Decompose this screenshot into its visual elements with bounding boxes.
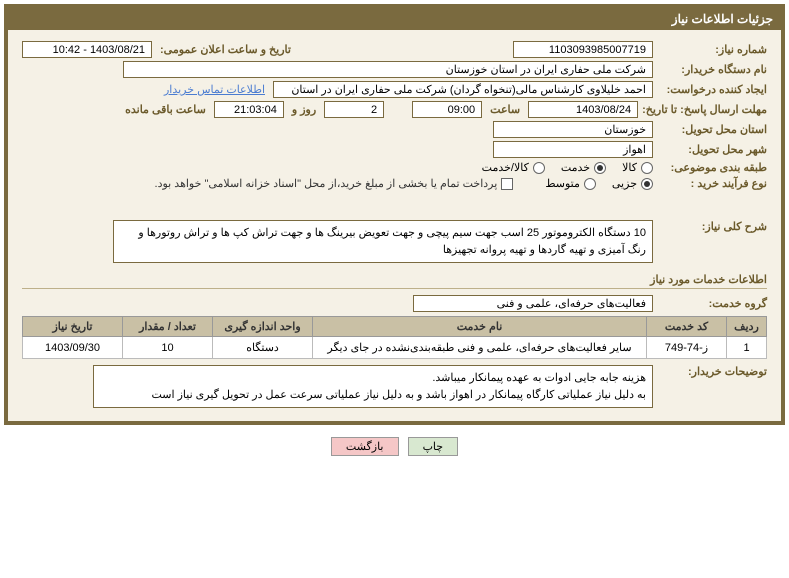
service-group-label: گروه خدمت: [657,297,767,310]
buyer-notes-text: هزینه جابه جایی ادوات به عهده پیمانکار م… [93,365,653,408]
treasury-checkbox[interactable] [501,178,513,190]
subject-class-radios: کالا خدمت کالا/خدمت [482,161,653,174]
treasury-note: پرداخت تمام یا بخشی از مبلغ خرید،از محل … [155,177,498,190]
purchase-type-label: نوع فرآیند خرید : [657,177,767,190]
contact-buyer-link[interactable]: اطلاعات تماس خریدار [164,83,265,96]
radio-goods[interactable]: کالا [622,161,653,174]
requester-value: احمد خلیلاوی کارشناس مالی(تنخواه گردان) … [273,81,653,98]
main-panel: جزئیات اطلاعات نیاز شماره نیاز: 11030939… [4,4,785,425]
purchase-type-radios: جزیی متوسط [545,177,653,190]
deadline-time-label: ساعت [486,103,524,116]
subject-class-label: طبقه بندی موضوعی: [657,161,767,174]
cell-qty: 10 [123,337,213,359]
th-row: ردیف [727,317,767,337]
buyer-org-value: شرکت ملی حفاری ایران در استان خوزستان [123,61,653,78]
general-desc-label: شرح کلی نیاز: [657,220,767,233]
th-code: کد خدمت [647,317,727,337]
panel-content: شماره نیاز: 1103093985007719 تاریخ و ساع… [8,30,781,421]
need-number-label: شماره نیاز: [657,43,767,56]
table-header-row: ردیف کد خدمت نام خدمت واحد اندازه گیری ت… [23,317,767,337]
radio-minor[interactable]: جزیی [612,177,653,190]
service-group-value: فعالیت‌های حرفه‌ای، علمی و فنی [413,295,653,312]
th-name: نام خدمت [313,317,647,337]
deadline-label: مهلت ارسال پاسخ: تا تاریخ: [642,103,767,116]
deadline-countdown: 21:03:04 [214,101,284,118]
general-desc-text: 10 دستگاه الکتروموتور 25 اسب جهت سیم پیچ… [113,220,653,263]
radio-medium-icon [584,178,596,190]
city-value: اهواز [493,141,653,158]
cell-unit: دستگاه [213,337,313,359]
services-section-title: اطلاعات خدمات مورد نیاز [22,273,767,289]
province-label: استان محل تحویل: [657,123,767,136]
city-label: شهر محل تحویل: [657,143,767,156]
cell-date: 1403/09/30 [23,337,123,359]
back-button[interactable]: بازگشت [331,437,399,456]
announce-date-label: تاریخ و ساعت اعلان عمومی: [156,43,295,56]
th-date: تاریخ نیاز [23,317,123,337]
buyer-notes-label: توضیحات خریدار: [657,365,767,378]
button-row: چاپ بازگشت [0,429,789,458]
radio-goods-service-icon [533,162,545,174]
radio-goods-service[interactable]: کالا/خدمت [482,161,545,174]
cell-name: سایر فعالیت‌های حرفه‌ای، علمی و فنی طبقه… [313,337,647,359]
deadline-time: 09:00 [412,101,482,118]
services-table: ردیف کد خدمت نام خدمت واحد اندازه گیری ت… [22,316,767,359]
cell-row: 1 [727,337,767,359]
radio-medium[interactable]: متوسط [545,177,596,190]
need-number-value: 1103093985007719 [513,41,653,58]
table-row: 1 ز-74-749 سایر فعالیت‌های حرفه‌ای، علمی… [23,337,767,359]
deadline-days-label: روز و [288,103,320,116]
deadline-days: 2 [324,101,384,118]
deadline-date: 1403/08/24 [528,101,638,118]
buyer-org-label: نام دستگاه خریدار: [657,63,767,76]
th-qty: تعداد / مقدار [123,317,213,337]
cell-code: ز-74-749 [647,337,727,359]
radio-minor-icon [641,178,653,190]
th-unit: واحد اندازه گیری [213,317,313,337]
deadline-remain-label: ساعت باقی مانده [121,103,210,116]
province-value: خوزستان [493,121,653,138]
print-button[interactable]: چاپ [408,437,459,456]
radio-service-icon [594,162,606,174]
requester-label: ایجاد کننده درخواست: [657,83,767,96]
announce-date-value: 1403/08/21 - 10:42 [22,41,152,58]
radio-service[interactable]: خدمت [561,161,606,174]
panel-title: جزئیات اطلاعات نیاز [8,8,781,30]
radio-goods-icon [641,162,653,174]
